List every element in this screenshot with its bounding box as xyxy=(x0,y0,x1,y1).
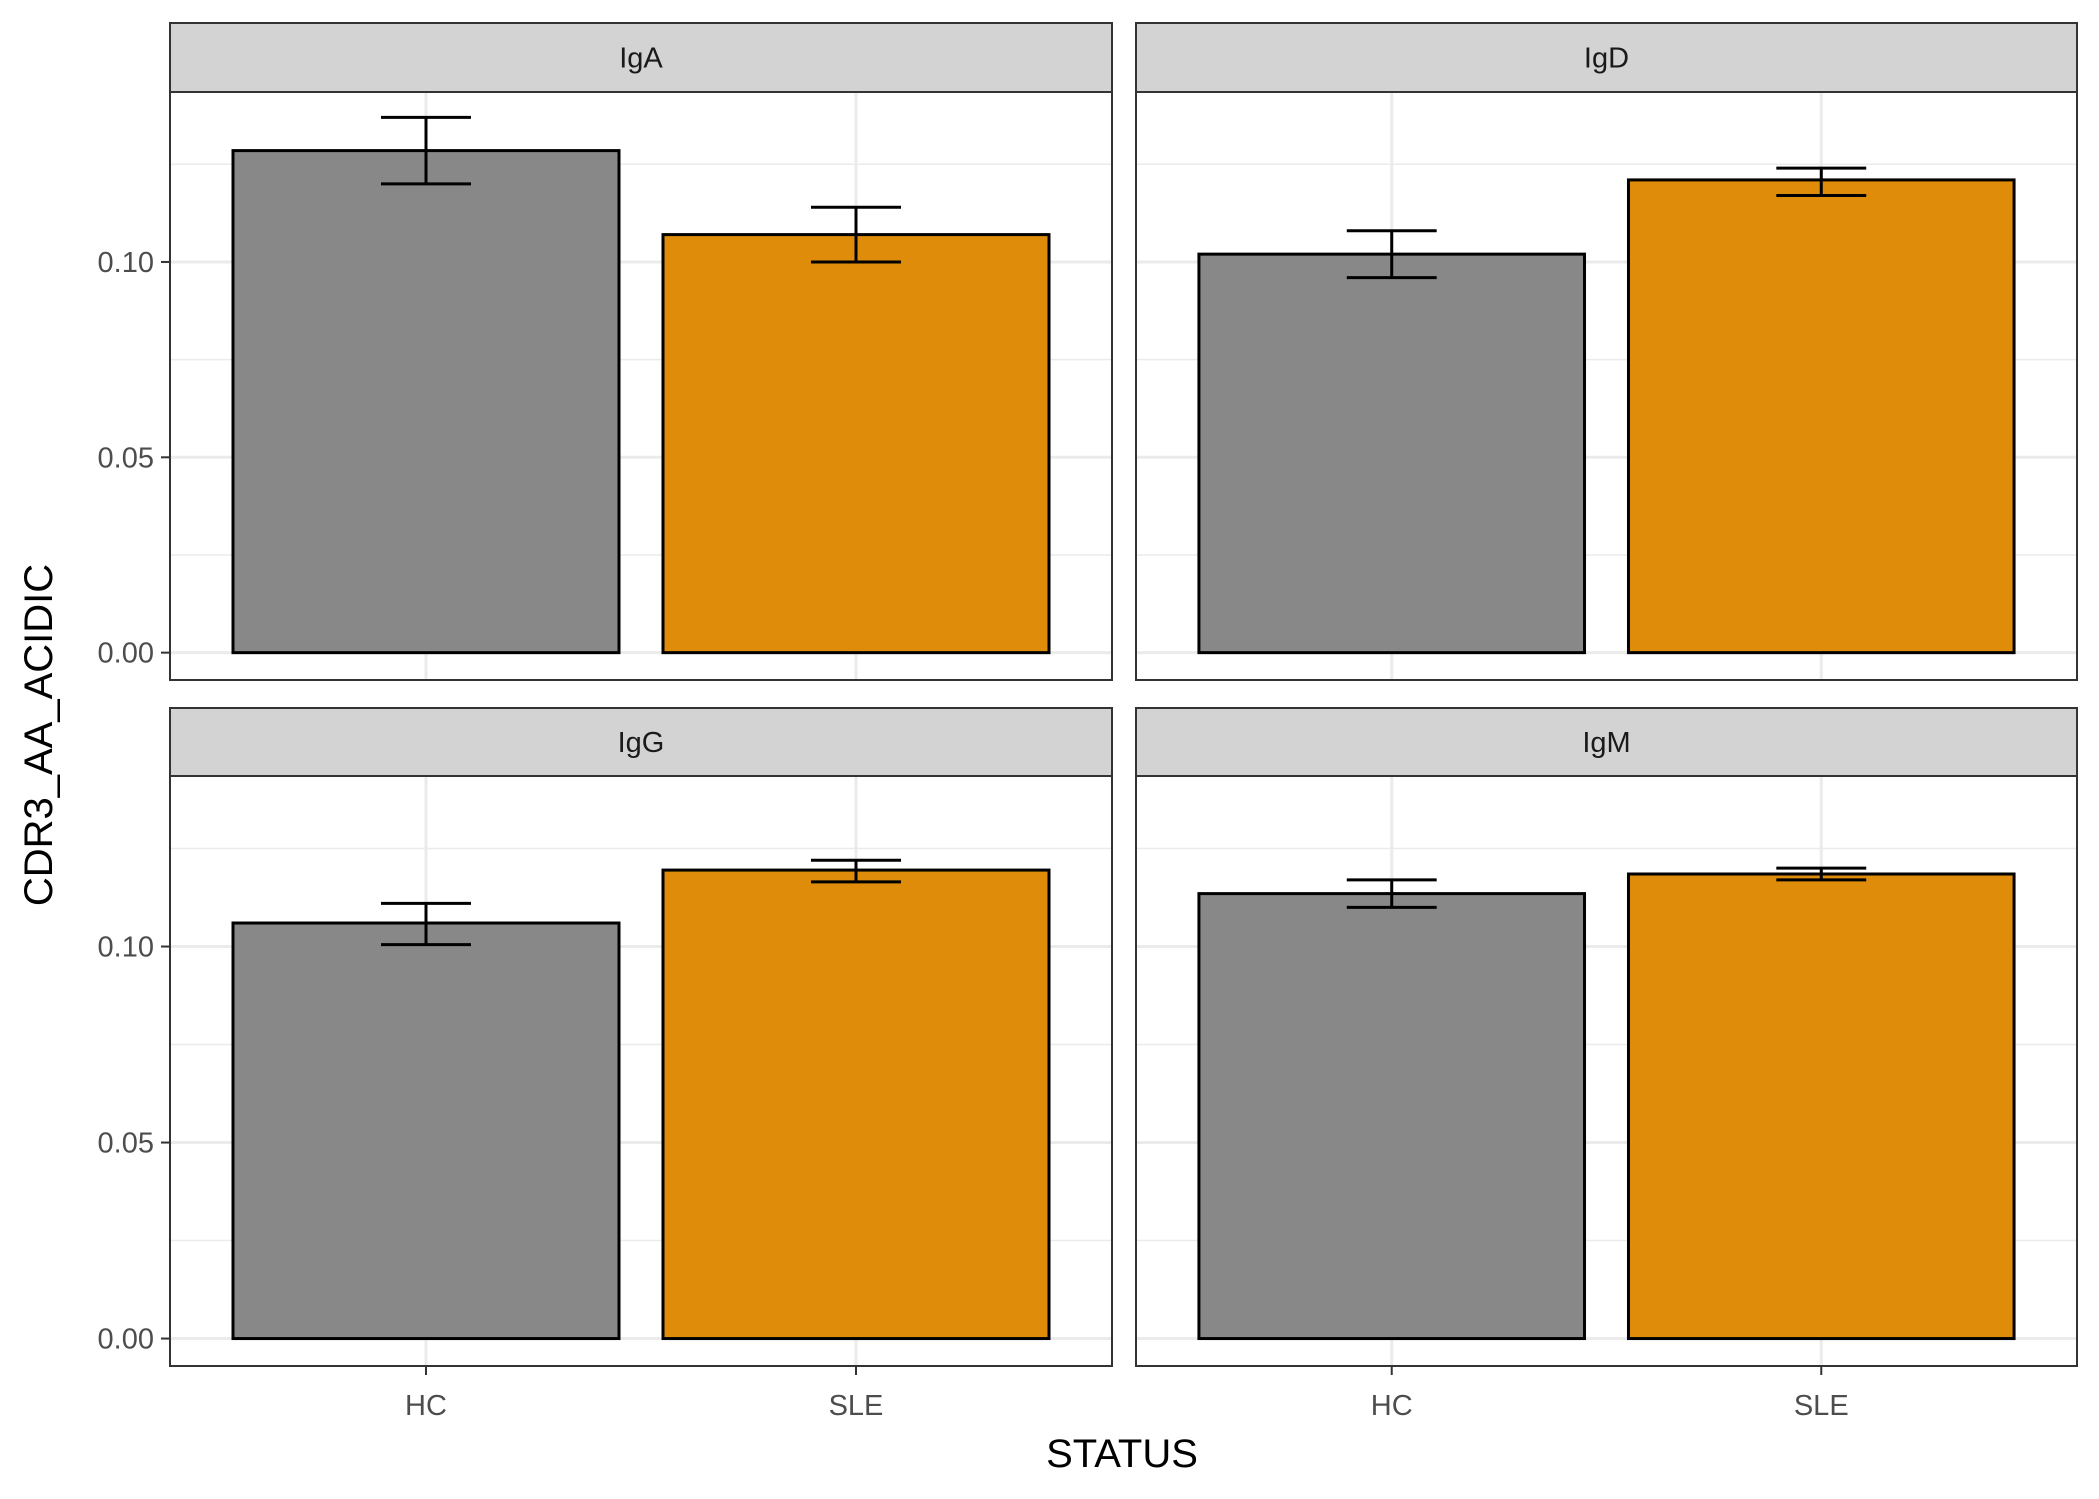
strip-label: IgG xyxy=(618,727,665,759)
y-tick-label: 0.10 xyxy=(98,932,154,964)
errorbar-igd-sle xyxy=(1776,166,1867,198)
strip-background xyxy=(169,22,1113,93)
bar-igm-sle xyxy=(1626,872,2016,1341)
errorbar-igg-sle xyxy=(811,858,901,884)
y-tick-label: 0.00 xyxy=(98,638,154,670)
bar-igg-sle xyxy=(661,868,1051,1341)
x-tick-label: HC xyxy=(1371,1390,1413,1422)
strip-label: IgD xyxy=(1584,43,1629,75)
bar-igd-sle xyxy=(1626,178,2016,655)
x-tick-label: SLE xyxy=(829,1390,884,1422)
panel-igd: IgD xyxy=(1135,22,2078,681)
x-tick-label: SLE xyxy=(1794,1390,1849,1422)
errorbar-igm-hc xyxy=(1346,878,1437,909)
bar-igm-hc xyxy=(1197,892,1587,1341)
x-tick-label: HC xyxy=(405,1390,447,1422)
strip-label: IgA xyxy=(619,43,663,75)
y-tick-label: 0.05 xyxy=(98,442,154,474)
strip-label: IgM xyxy=(1582,727,1630,759)
errorbar-iga-hc xyxy=(381,115,471,186)
panel-igg: IgG xyxy=(169,707,1113,1367)
strip-background xyxy=(1135,707,2078,777)
errorbar-igd-hc xyxy=(1346,229,1437,280)
y-axes: 0.00 0.05 0.10 0.00 0.05 0.10 xyxy=(98,247,170,1356)
y-tick-label: 0.05 xyxy=(98,1128,154,1160)
facet-panels: IgA IgD IgG IgM xyxy=(169,22,2078,1367)
y-tick-label: 0.00 xyxy=(98,1324,154,1356)
errorbar-iga-sle xyxy=(811,205,901,264)
strip-background xyxy=(1135,22,2078,93)
strip-background xyxy=(169,707,1113,777)
errorbar-igm-sle xyxy=(1776,866,1867,882)
x-axis: HC SLE HC SLE xyxy=(405,1366,1849,1422)
x-axis-title: STATUS xyxy=(1046,1432,1198,1476)
bar-igd-hc xyxy=(1197,252,1587,655)
panel-iga: IgA xyxy=(169,22,1113,681)
errorbar-igg-hc xyxy=(381,901,471,947)
y-tick-label: 0.10 xyxy=(98,247,154,279)
y-axis-title: CDR3_AA_ACIDIC xyxy=(17,564,61,906)
bar-iga-sle xyxy=(661,233,1051,655)
bar-igg-hc xyxy=(231,921,621,1341)
bar-iga-hc xyxy=(231,149,621,655)
panel-igm: IgM xyxy=(1135,707,2078,1367)
